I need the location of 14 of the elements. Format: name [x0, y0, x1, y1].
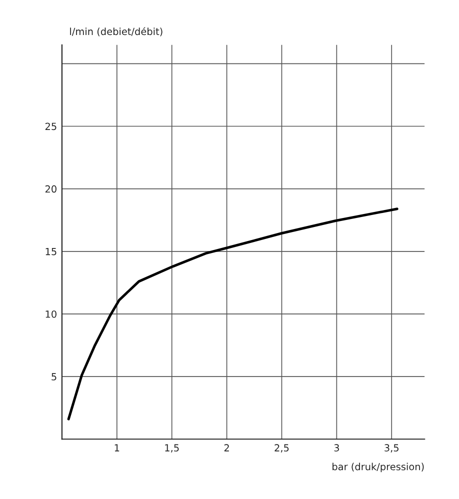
x-tick-label: 2 [224, 444, 229, 452]
x-tick-label: 2,5 [274, 444, 289, 452]
y-tick-label: 5 [52, 373, 56, 380]
x-tick-label: 1,5 [165, 444, 179, 452]
x-axis-title: bar (druk/pression) [332, 462, 424, 472]
y-tick-label: 10 [46, 310, 56, 318]
y-tick-label: 20 [45, 185, 56, 193]
y-axis-title: l/min (debiet/débit) [70, 27, 162, 36]
x-tick-label: 1 [114, 444, 120, 452]
y-tick-label: 15 [46, 248, 56, 256]
x-tick-label: 3 [334, 444, 339, 452]
line-series [67, 208, 398, 420]
x-tick-label: 3,5 [384, 444, 398, 452]
y-tick-label: 25 [45, 122, 56, 130]
